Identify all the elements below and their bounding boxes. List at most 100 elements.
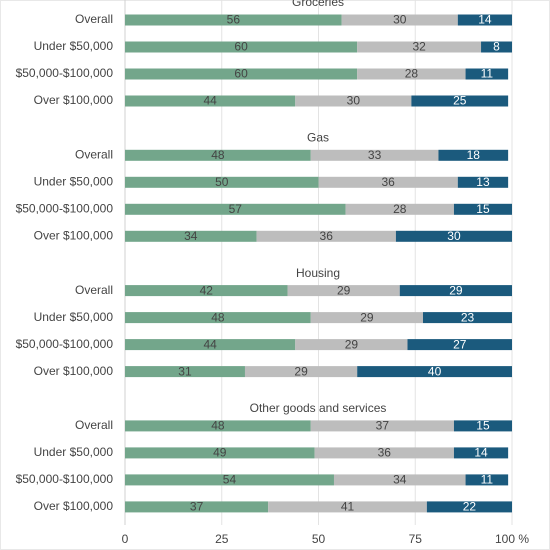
x-tick-label: 100 % bbox=[495, 532, 529, 546]
data-label: 31 bbox=[178, 364, 192, 378]
data-label: 41 bbox=[341, 500, 355, 514]
data-label: 40 bbox=[428, 364, 442, 378]
data-label: 29 bbox=[294, 364, 308, 378]
data-label: 36 bbox=[381, 175, 395, 189]
bar-segment bbox=[125, 95, 296, 107]
data-label: 8 bbox=[493, 40, 500, 54]
panel-title: Housing bbox=[296, 266, 340, 280]
data-label: 15 bbox=[476, 202, 490, 216]
x-tick-label: 75 bbox=[409, 532, 423, 546]
data-label: 50 bbox=[215, 175, 229, 189]
data-label: 36 bbox=[378, 446, 392, 460]
bar-segment bbox=[125, 41, 358, 53]
data-label: 14 bbox=[478, 13, 492, 27]
y-tick-label: Overall bbox=[75, 418, 113, 432]
bar-segment bbox=[314, 447, 454, 459]
bar-segment bbox=[465, 474, 509, 486]
bar-segment bbox=[268, 501, 427, 513]
bar-segment bbox=[453, 203, 512, 215]
y-tick-label: Under $50,000 bbox=[34, 310, 114, 324]
data-label: 22 bbox=[463, 500, 477, 514]
bar-segment bbox=[125, 149, 311, 161]
bar-segment bbox=[125, 366, 245, 378]
data-label: 14 bbox=[474, 446, 488, 460]
data-label: 42 bbox=[200, 283, 214, 297]
data-label: 29 bbox=[337, 283, 351, 297]
data-label: 11 bbox=[481, 473, 494, 487]
bar-segment bbox=[125, 474, 334, 486]
data-label: 18 bbox=[467, 148, 481, 162]
data-label: 36 bbox=[320, 229, 334, 243]
bar-segment bbox=[457, 14, 512, 26]
data-label: 23 bbox=[461, 310, 475, 324]
bar-segment bbox=[256, 230, 396, 242]
bar-segment bbox=[125, 339, 296, 351]
bar-segment bbox=[411, 95, 509, 107]
bar-segment bbox=[333, 474, 466, 486]
data-label: 28 bbox=[393, 202, 407, 216]
bar-segment bbox=[244, 366, 358, 378]
data-label: 30 bbox=[347, 94, 361, 108]
bar-segment bbox=[399, 285, 512, 297]
data-label: 30 bbox=[447, 229, 461, 243]
data-label: 49 bbox=[213, 446, 227, 460]
data-label: 29 bbox=[345, 337, 359, 351]
data-label: 15 bbox=[476, 419, 490, 433]
y-tick-label: Over $100,000 bbox=[34, 499, 114, 513]
bar-segment bbox=[125, 14, 342, 26]
bar-segment bbox=[295, 95, 412, 107]
data-label: 48 bbox=[211, 148, 225, 162]
data-label: 44 bbox=[203, 337, 217, 351]
y-tick-label: Under $50,000 bbox=[34, 445, 114, 459]
bar-segment bbox=[341, 14, 458, 26]
bar-segment bbox=[481, 41, 512, 53]
y-tick-label: $50,000-$100,000 bbox=[16, 337, 114, 351]
bar-segment bbox=[357, 41, 482, 53]
y-tick-label: Under $50,000 bbox=[34, 174, 114, 188]
data-label: 29 bbox=[360, 310, 374, 324]
bar-segment bbox=[125, 420, 311, 432]
data-label: 30 bbox=[393, 13, 407, 27]
bar-segment bbox=[357, 68, 466, 80]
bar-segment bbox=[125, 312, 311, 324]
bar-segment bbox=[407, 339, 512, 351]
bar-segment bbox=[318, 176, 458, 188]
bar-segment bbox=[125, 68, 358, 80]
data-label: 37 bbox=[190, 500, 204, 514]
data-label: 34 bbox=[184, 229, 198, 243]
panel-title: Other goods and services bbox=[250, 401, 387, 415]
data-label: 48 bbox=[211, 310, 225, 324]
y-tick-label: Overall bbox=[75, 12, 113, 26]
data-label: 57 bbox=[229, 202, 243, 216]
x-tick-label: 50 bbox=[312, 532, 326, 546]
bar-segment bbox=[310, 420, 454, 432]
bar-segment bbox=[125, 203, 346, 215]
y-tick-label: $50,000-$100,000 bbox=[16, 66, 114, 80]
bar-segment bbox=[457, 176, 509, 188]
bar-segment bbox=[453, 447, 509, 459]
data-label: 44 bbox=[203, 94, 217, 108]
y-tick-label: Over $100,000 bbox=[34, 364, 114, 378]
bar-segment bbox=[125, 230, 257, 242]
data-label: 54 bbox=[223, 473, 237, 487]
y-tick-label: $50,000-$100,000 bbox=[16, 201, 114, 215]
y-tick-label: Overall bbox=[75, 147, 113, 161]
data-label: 60 bbox=[234, 40, 248, 54]
data-label: 29 bbox=[449, 283, 463, 297]
bar-segment bbox=[310, 149, 439, 161]
bar-segment bbox=[345, 203, 454, 215]
data-label: 60 bbox=[234, 67, 248, 81]
data-label: 48 bbox=[211, 419, 225, 433]
y-tick-label: Under $50,000 bbox=[34, 39, 114, 53]
bar-segment bbox=[125, 501, 269, 513]
x-tick-label: 0 bbox=[122, 532, 129, 546]
data-label: 13 bbox=[476, 175, 490, 189]
x-tick-label: 25 bbox=[215, 532, 229, 546]
y-tick-label: $50,000-$100,000 bbox=[16, 472, 114, 486]
bar-segment bbox=[287, 285, 400, 297]
data-label: 28 bbox=[405, 67, 419, 81]
bar-segment bbox=[125, 176, 319, 188]
data-label: 37 bbox=[376, 419, 390, 433]
bar-segment bbox=[357, 366, 512, 378]
